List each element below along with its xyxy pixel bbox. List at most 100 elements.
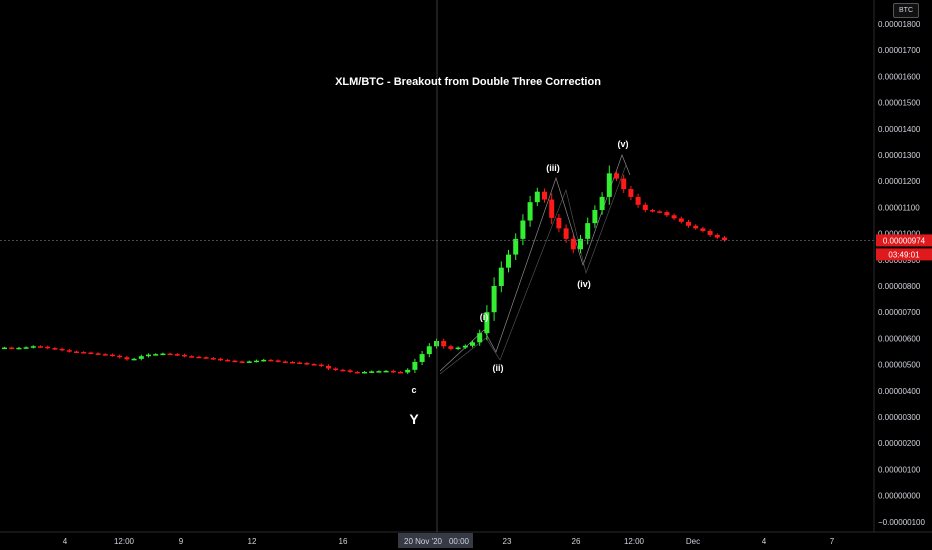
candle-body <box>707 230 713 235</box>
candle-body <box>664 212 670 216</box>
wave-label: (v) <box>618 139 629 149</box>
candle-body <box>38 346 43 348</box>
candle-body <box>311 364 317 366</box>
candle-body <box>650 210 655 212</box>
candle-body <box>74 351 79 353</box>
candle-body <box>88 352 94 355</box>
wave-label: (i) <box>480 312 489 322</box>
y-tick-label: 0.00001400 <box>878 125 921 134</box>
y-tick-label: 0.00001000 <box>878 230 921 239</box>
candle-body <box>477 333 483 343</box>
candle-body <box>671 215 677 219</box>
candle-body <box>254 360 259 363</box>
wave-annotations: (i) (ii) (iii) (iv) (v) c Y <box>409 139 628 427</box>
candle-body <box>160 353 166 356</box>
candle-body <box>606 173 612 197</box>
candle-body <box>470 342 475 346</box>
candle-body <box>635 196 641 205</box>
candle-body <box>261 359 267 362</box>
candle-body <box>563 228 569 239</box>
candle-body <box>398 371 403 374</box>
candle-body <box>318 364 324 367</box>
currency-button[interactable]: BTC <box>893 3 919 18</box>
y-tick-label: −0.00000100 <box>878 518 925 527</box>
y-tick-label: 0.00001700 <box>878 46 921 55</box>
candle-body <box>419 354 425 362</box>
candle-body <box>326 365 331 369</box>
candle-body <box>714 234 720 238</box>
wave-label: Y <box>409 411 419 427</box>
candle-body <box>383 370 389 373</box>
candles <box>2 165 727 375</box>
candle-body <box>491 286 497 313</box>
candle-body <box>268 359 274 362</box>
candle-body <box>585 223 591 239</box>
x-tick-label: 12:00 <box>114 537 135 546</box>
candle-body <box>174 354 180 356</box>
candle-body <box>434 341 439 347</box>
candle-body <box>722 237 727 241</box>
y-tick-label: 0.00001500 <box>878 99 921 108</box>
x-tick-label: 4 <box>63 537 68 546</box>
candle-body <box>369 371 375 373</box>
y-tick-label: 0.00000100 <box>878 465 921 474</box>
candle-body <box>520 220 526 239</box>
candle-body <box>9 347 15 350</box>
y-tick-label: 0.00000400 <box>878 387 921 396</box>
x-tick-label: 20 Nov '20 <box>404 537 443 546</box>
x-tick-label: 12 <box>248 537 257 546</box>
candle-body <box>182 354 187 357</box>
candle-body <box>448 346 454 349</box>
y-tick-label: 0.00000000 <box>878 492 921 501</box>
y-tick-label: 0.00000500 <box>878 361 921 370</box>
x-tick-label: 26 <box>572 537 581 546</box>
candle-body <box>66 350 72 352</box>
candle-body <box>124 357 130 360</box>
candle-body <box>578 238 583 250</box>
x-tick-label: 16 <box>339 537 348 546</box>
candle-body <box>657 211 663 213</box>
y-tick-label: 0.00001600 <box>878 72 921 81</box>
candle-body <box>333 368 339 371</box>
crosshair-x-label-bg <box>445 533 473 548</box>
candle-body <box>441 341 447 347</box>
countdown-badge <box>876 248 932 261</box>
candle-body <box>95 353 101 355</box>
candle-body <box>196 356 202 359</box>
y-tick-label: 0.00001200 <box>878 177 921 186</box>
y-tick-label: 0.00001800 <box>878 20 921 29</box>
candle-body <box>347 370 353 372</box>
candle-body <box>102 354 108 356</box>
candle-body <box>614 173 619 179</box>
wave-label: (iii) <box>546 163 560 173</box>
crosshair <box>0 0 874 532</box>
x-tick-label: 23 <box>503 537 512 546</box>
y-tick-label: 0.00000300 <box>878 413 921 422</box>
candle-body <box>153 354 159 356</box>
candle-body <box>527 202 533 221</box>
x-tick-label: Dec <box>686 537 700 546</box>
candle-body <box>117 355 123 358</box>
candle-body <box>239 361 245 363</box>
x-tick-label: 00:00 <box>449 537 470 546</box>
candle-body <box>700 228 706 231</box>
y-tick-label: 0.00001300 <box>878 151 921 160</box>
candle-body <box>146 354 151 357</box>
candle-body <box>59 348 65 351</box>
candle-body <box>455 347 461 350</box>
candle-body <box>304 363 310 365</box>
candle-body <box>110 354 115 357</box>
crosshair-x-label-bg <box>398 533 448 548</box>
candle-body <box>498 267 504 286</box>
y-axis: 0.00001800 0.00001700 0.00001600 0.00001500… <box>873 0 925 532</box>
candle-body <box>513 238 519 255</box>
candle-body <box>23 347 29 349</box>
candle-body <box>678 218 684 222</box>
candle-body <box>412 361 418 370</box>
candle-body <box>599 196 605 211</box>
candle-body <box>232 360 238 363</box>
candle-body <box>290 361 295 364</box>
current-price-text: 0.00000974 <box>883 236 926 245</box>
wave-label: (ii) <box>493 363 504 373</box>
